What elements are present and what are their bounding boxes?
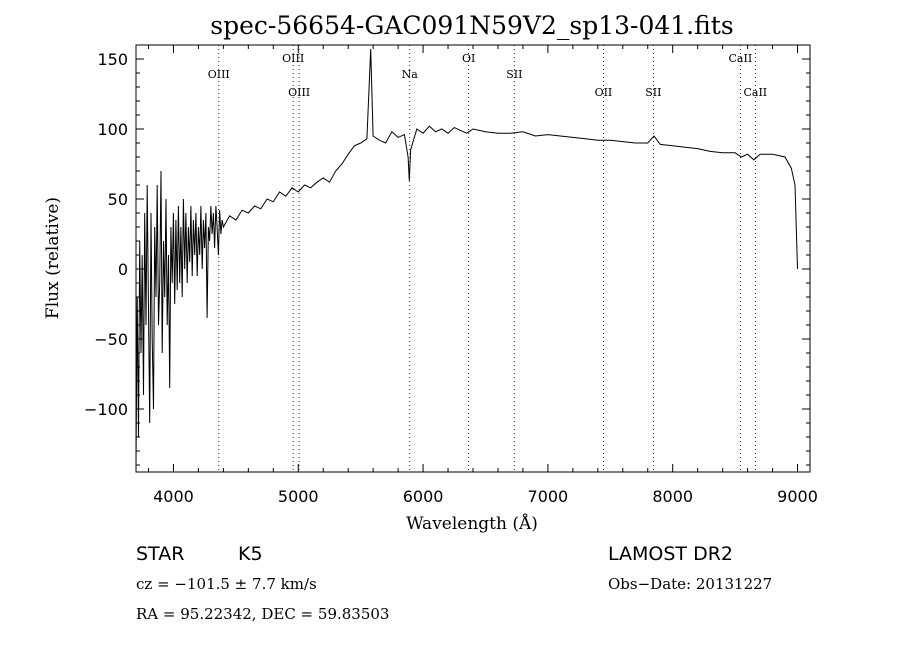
chart-title: spec-56654-GAC091N59V2_sp13-041.fits bbox=[210, 11, 733, 40]
x-tick-label: 9000 bbox=[777, 487, 818, 506]
line-marker-label: OI bbox=[462, 52, 475, 65]
line-marker-label: OIII bbox=[282, 52, 304, 65]
x-axis-ticks: 4000 5000 6000 7000 8000 9000 bbox=[147, 45, 818, 506]
y-tick-label: 50 bbox=[108, 190, 128, 209]
x-tick-label: 7000 bbox=[528, 487, 569, 506]
coordinates: RA = 95.22342, DEC = 59.83503 bbox=[136, 605, 389, 623]
redshift-velocity: cz = −101.5 ± 7.7 km/s bbox=[136, 575, 317, 593]
y-tick-label: 0 bbox=[118, 260, 128, 279]
object-class: STAR bbox=[136, 543, 184, 565]
line-marker-label: OIII bbox=[208, 68, 230, 81]
survey-name: LAMOST DR2 bbox=[608, 543, 733, 565]
spectrum-line bbox=[135, 49, 798, 466]
y-tick-label: −50 bbox=[94, 330, 128, 349]
emission-line-markers: OIII OIII OIII Na OI SII OII SII CaII CaII bbox=[208, 45, 767, 472]
x-tick-label: 6000 bbox=[403, 487, 444, 506]
line-marker-label: CaII bbox=[729, 52, 753, 65]
x-tick-label: 8000 bbox=[652, 487, 693, 506]
line-marker-label: SII bbox=[645, 86, 661, 99]
plot-frame bbox=[135, 44, 811, 473]
y-axis-label: Flux (relative) bbox=[43, 197, 63, 319]
x-axis-label: Wavelength (Å) bbox=[406, 513, 538, 534]
observation-date: Obs−Date: 20131227 bbox=[608, 575, 772, 593]
y-tick-label: 150 bbox=[97, 50, 128, 69]
x-tick-label: 5000 bbox=[278, 487, 319, 506]
y-axis-ticks: −100 −50 0 50 100 150 bbox=[84, 44, 810, 466]
y-tick-label: 100 bbox=[97, 120, 128, 139]
line-marker-label: OIII bbox=[288, 86, 310, 99]
object-subclass: K5 bbox=[238, 543, 263, 565]
line-marker-label: CaII bbox=[743, 86, 767, 99]
line-marker-label: SII bbox=[506, 68, 522, 81]
line-marker-label: Na bbox=[402, 68, 419, 81]
y-tick-label: −100 bbox=[84, 400, 128, 419]
x-tick-label: 4000 bbox=[153, 487, 194, 506]
line-marker-label: OII bbox=[595, 86, 613, 99]
